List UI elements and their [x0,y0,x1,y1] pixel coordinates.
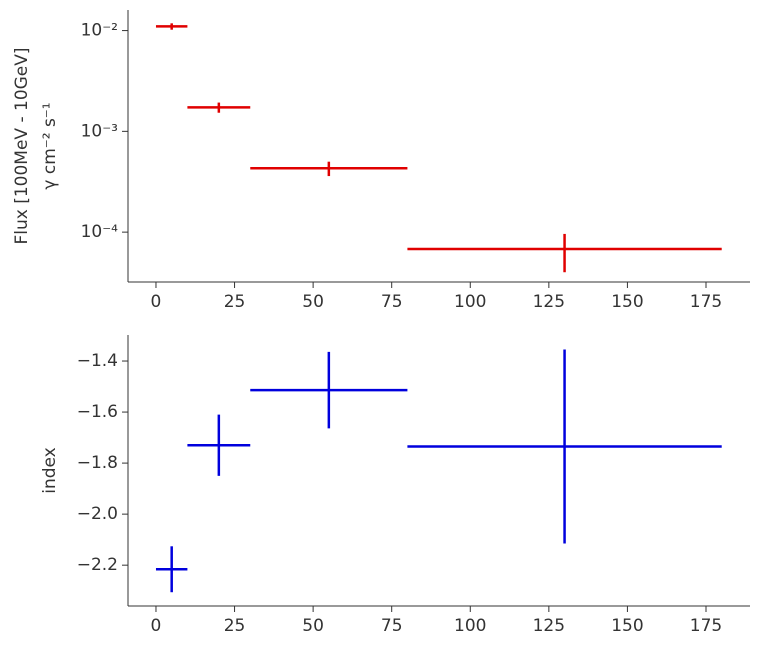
x-tick-label: 175 [690,292,722,312]
y-tick-label: −1.8 [77,453,118,473]
x-tick-label: 175 [690,616,722,636]
x-tick-label: 100 [454,292,486,312]
x-tick-label: 25 [224,616,246,636]
y-tick-label: 10⁻³ [81,121,118,141]
y-tick-label: −1.4 [77,351,118,371]
y-tick-label: 10⁻² [81,21,118,41]
y-tick-label: −1.6 [77,402,118,422]
x-tick-label: 25 [224,292,246,312]
x-tick-label: 125 [533,616,565,636]
y-axis-label: γ cm⁻² s⁻¹ [40,102,60,189]
x-tick-label: 150 [611,616,643,636]
x-tick-label: 0 [151,616,162,636]
y-axis-label: Flux [100MeV - 10GeV] [12,47,32,244]
x-tick-label: 75 [381,292,403,312]
x-tick-label: 0 [151,292,162,312]
x-tick-label: 125 [533,292,565,312]
y-axis-label: index [40,447,60,494]
y-tick-label: −2.0 [77,504,118,524]
x-tick-label: 50 [302,616,324,636]
y-tick-label: −2.2 [77,555,118,575]
x-tick-label: 100 [454,616,486,636]
x-tick-label: 150 [611,292,643,312]
x-tick-label: 50 [302,292,324,312]
y-tick-label: 10⁻⁴ [81,222,119,242]
x-tick-label: 75 [381,616,403,636]
